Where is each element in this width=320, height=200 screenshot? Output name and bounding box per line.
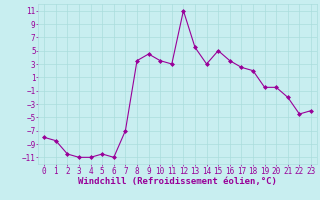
X-axis label: Windchill (Refroidissement éolien,°C): Windchill (Refroidissement éolien,°C) — [78, 177, 277, 186]
